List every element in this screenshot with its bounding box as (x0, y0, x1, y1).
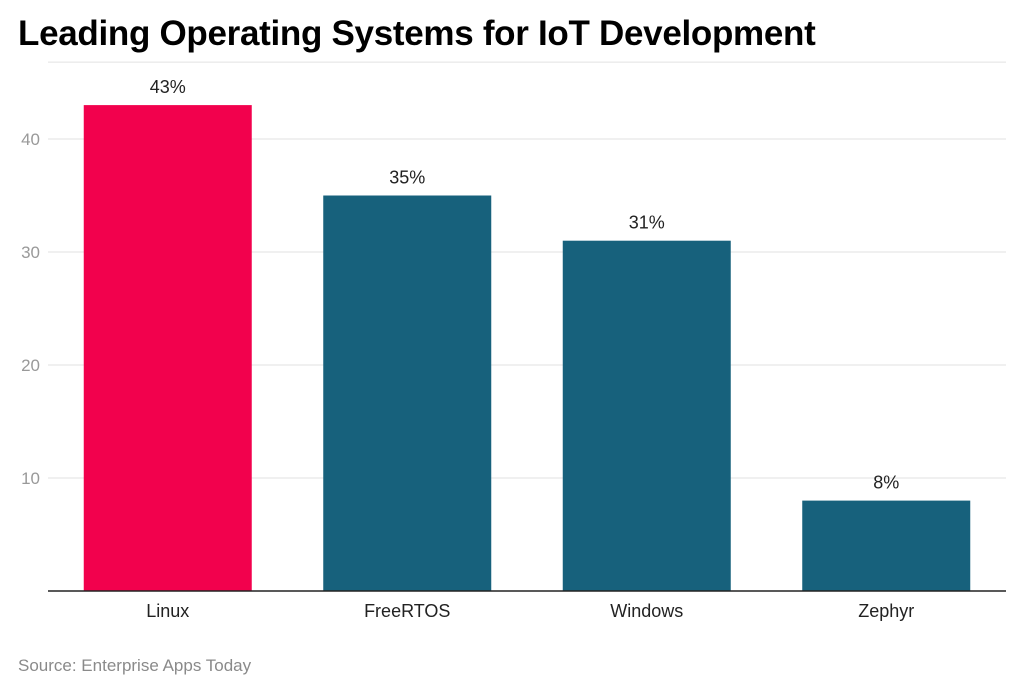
x-tick-label-windows: Windows (610, 601, 683, 621)
y-tick-label: 40 (21, 130, 40, 149)
y-tick-label: 30 (21, 243, 40, 262)
bar-freertos (323, 195, 492, 591)
data-label-linux: 43% (150, 77, 186, 97)
bar-linux (83, 105, 252, 591)
x-tick-label-linux: Linux (146, 601, 189, 621)
source-note: Source: Enterprise Apps Today (18, 656, 252, 675)
data-label-windows: 31% (629, 213, 665, 233)
chart-title: Leading Operating Systems for IoT Develo… (18, 14, 816, 53)
x-tick-label-freertos: FreeRTOS (364, 601, 450, 621)
bar-zephyr (802, 500, 971, 591)
x-tick-label-zephyr: Zephyr (858, 601, 914, 621)
data-label-zephyr: 8% (873, 473, 899, 493)
data-label-freertos: 35% (389, 168, 425, 188)
y-tick-label: 10 (21, 469, 40, 488)
y-tick-label: 20 (21, 356, 40, 375)
bar-windows (562, 240, 731, 591)
